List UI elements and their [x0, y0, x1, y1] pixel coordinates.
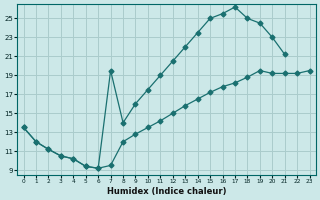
- X-axis label: Humidex (Indice chaleur): Humidex (Indice chaleur): [107, 187, 226, 196]
